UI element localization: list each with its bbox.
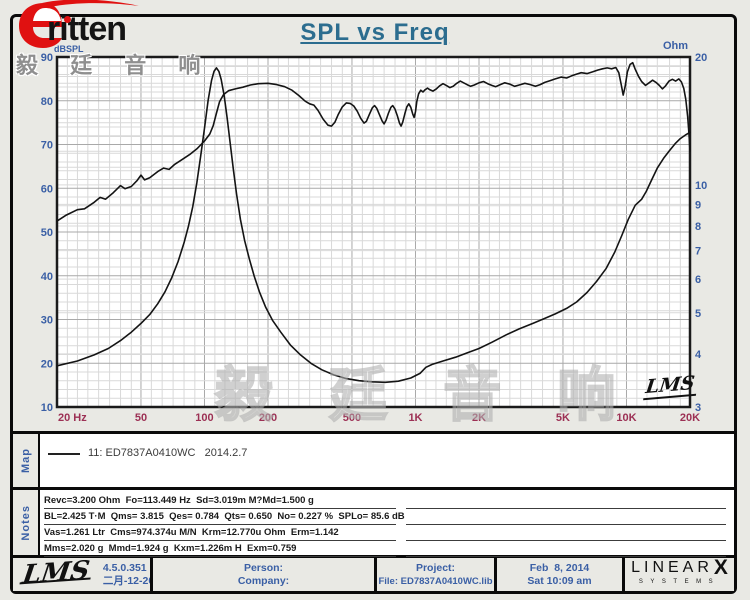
right-axis-unit-label: Ohm <box>663 40 689 52</box>
note-rule <box>406 511 726 525</box>
lower-panels: Map 11: ED7837A0410WC 2014.2.7 Notes Rev… <box>13 431 734 591</box>
notes-label: Notes <box>19 504 32 541</box>
freq-tick-label: 500 <box>343 412 361 424</box>
notes-label-cell: Notes <box>13 490 40 555</box>
map-label-cell: Map <box>13 434 40 487</box>
project-label: Project: <box>415 561 456 574</box>
note-rule <box>406 543 726 557</box>
note-line-row: Revc=3.200 Ohm Fo=113.449 Hz Sd=3.019m M… <box>44 493 726 509</box>
linearx-systems: SYSTEMS <box>638 579 721 585</box>
left-axis-unit-label: dBSPL <box>54 44 84 54</box>
lms-logo: LMS <box>19 555 93 591</box>
spl-vs-freq-chart: 90 80 70 60 50 40 30 20 10 20 10 9 8 7 6 5 4 3 20 Hz 50 100 2… <box>41 52 708 424</box>
left-axis-tick-label: 30 <box>41 315 53 327</box>
right-axis-tick-label: 6 <box>695 274 701 286</box>
freq-tick-label: 20 Hz <box>58 412 87 424</box>
left-axis-tick-label: 50 <box>41 227 53 239</box>
footer-row: LMS 4.5.0.351 二月-12-2005 Person: Company… <box>13 555 734 591</box>
left-axis-tick-label: 90 <box>41 52 53 64</box>
map-row: Map 11: ED7837A0410WC 2014.2.7 <box>13 431 734 487</box>
left-axis-tick-label: 10 <box>41 402 53 414</box>
lms-signature-chart: LMS <box>643 371 700 401</box>
footer-person-cell: Person: Company: <box>150 558 374 591</box>
left-axis-tick-label: 70 <box>41 140 53 152</box>
person-label: Person: <box>243 561 284 574</box>
freq-tick-label: 100 <box>195 412 213 424</box>
linearx-word: LINEAR <box>631 559 713 576</box>
brand-chinese-text: 毅 廷 音 响 <box>16 53 214 78</box>
right-axis-tick-label: 10 <box>695 180 707 192</box>
left-axis-tick-label: 60 <box>41 183 53 195</box>
note-line-4: Mms=2.020 g Mmd=1.924 g Kxm=1.226m H Exm… <box>44 542 396 557</box>
plot-frame <box>55 55 692 409</box>
grid <box>57 57 690 407</box>
brand-logo-text: ritten <box>47 10 127 48</box>
report-date: Feb 8, 2014 <box>529 561 590 574</box>
map-content: 11: ED7837A0410WC 2014.2.7 <box>40 434 734 487</box>
legend-entry: 11: ED7837A0410WC 2014.2.7 <box>88 447 248 459</box>
note-line-3: Vas=1.261 Ltr Cms=974.374u M/N Krm=12.77… <box>44 526 396 541</box>
right-axis-tick-label: 20 <box>695 52 707 64</box>
right-axis-tick-label: 9 <box>695 199 701 211</box>
footer-version-cell: LMS 4.5.0.351 二月-12-2005 <box>13 555 166 591</box>
right-axis-tick-label: 3 <box>695 402 701 414</box>
brand-swoosh-icon <box>19 0 139 48</box>
linearx-logo: LINEAR X <box>631 556 728 579</box>
right-axis-tick-label: 4 <box>695 349 702 361</box>
freq-tick-label: 20K <box>680 412 700 424</box>
company-label: Company: <box>237 574 290 587</box>
map-label: Map <box>19 448 32 473</box>
spl-curve <box>56 61 691 222</box>
freq-tick-label: 200 <box>259 412 277 424</box>
note-rule <box>406 495 726 509</box>
footer-project-cell: Project: File: ED7837A0410WC.lib <box>374 558 494 591</box>
notes-row: Notes Revc=3.200 Ohm Fo=113.449 Hz Sd=3.… <box>13 487 734 557</box>
app-version: 4.5.0.351 <box>102 561 147 574</box>
note-line-2: BL=2.425 T·M Qms= 3.815 Qes= 0.784 Qts= … <box>44 510 405 525</box>
linearx-x: X <box>713 556 728 579</box>
right-axis-tick-label: 7 <box>695 246 701 258</box>
note-line-1: Revc=3.200 Ohm Fo=113.449 Hz Sd=3.019m M… <box>44 494 396 509</box>
page-title: SPL vs Freq <box>300 19 450 46</box>
notes-content: Revc=3.200 Ohm Fo=113.449 Hz Sd=3.019m M… <box>40 490 734 557</box>
left-axis-tick-label: 80 <box>41 96 53 108</box>
freq-tick-label: 2K <box>472 412 486 424</box>
footer-date-cell: Feb 8, 2014 Sat 10:09 am <box>494 558 622 591</box>
footer-linearx-cell: LINEAR X SYSTEMS <box>622 556 734 591</box>
freq-tick-label: 5K <box>556 412 570 424</box>
freq-tick-label: 10K <box>616 412 636 424</box>
left-axis-tick-label: 20 <box>41 358 53 370</box>
right-axis-tick-label: 5 <box>695 308 701 320</box>
note-rule <box>406 527 726 541</box>
brand-logo: ritten <box>14 0 194 52</box>
freq-tick-label: 1K <box>408 412 422 424</box>
brand-logo-i-dot <box>64 16 71 23</box>
note-line-row: Vas=1.261 Ltr Cms=974.374u M/N Krm=12.77… <box>44 525 726 541</box>
freq-tick-label: 50 <box>135 412 147 424</box>
impedance-curve <box>56 67 691 384</box>
file-name: File: ED7837A0410WC.lib <box>378 575 493 587</box>
note-line-row: BL=2.425 T·M Qms= 3.815 Qes= 0.784 Qts= … <box>44 509 726 525</box>
report-time: Sat 10:09 am <box>527 574 592 587</box>
left-axis-tick-label: 40 <box>41 271 53 283</box>
legend-line-sample <box>48 453 80 455</box>
note-line-row: Mms=2.020 g Mmd=1.924 g Kxm=1.226m H Exm… <box>44 541 726 557</box>
right-axis-tick-label: 8 <box>695 221 701 233</box>
